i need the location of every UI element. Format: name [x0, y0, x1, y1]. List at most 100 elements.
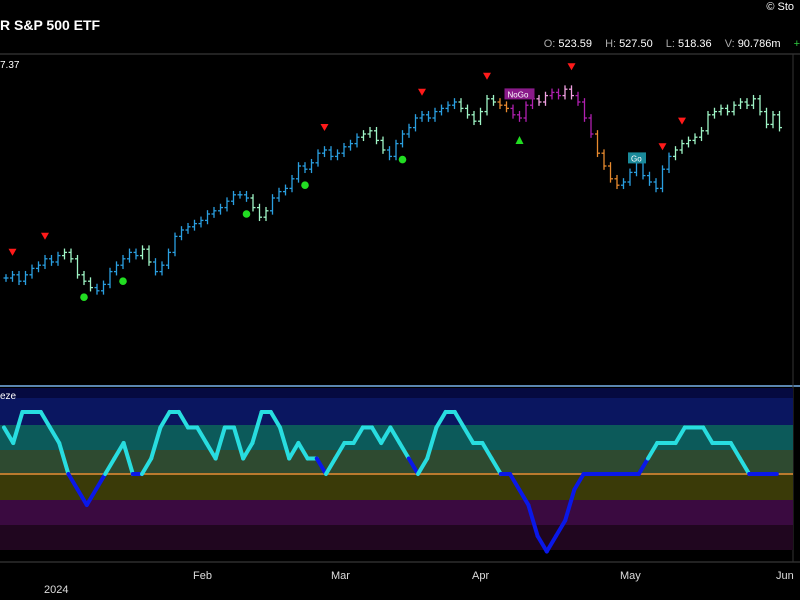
oscillator-segment: [296, 441, 310, 461]
oscillator-segment: [84, 487, 98, 507]
open-label: O:: [543, 38, 556, 50]
green-dot-marker: [80, 293, 88, 302]
oscillator-segment: [535, 534, 549, 554]
x-tick-feb: Feb: [193, 570, 212, 582]
red-triangle-marker: [483, 72, 491, 80]
oscillator-segment: [406, 456, 420, 476]
volume-value: 90.786m: [737, 38, 781, 50]
oscillator-segment: [66, 472, 80, 492]
oscillator-segment: [48, 425, 62, 445]
oscillator-segment: [351, 425, 365, 445]
oscillator-segment: [673, 425, 687, 445]
oscillator-segment: [75, 487, 89, 507]
red-triangle-marker: [678, 117, 686, 125]
green-dot-marker: [119, 277, 127, 286]
oscillator-segment: [38, 410, 52, 430]
label-text: NoGo: [508, 90, 529, 99]
oscillator-segment: [480, 441, 494, 461]
oscillator-segment: [241, 441, 255, 461]
oscillator-segment: [94, 472, 108, 492]
oscillator-segment: [646, 441, 660, 461]
red-triangle-marker: [320, 124, 329, 131]
oscillator-segment: [397, 441, 411, 461]
green-dot-marker: [398, 155, 407, 164]
oscillator-segment: [452, 410, 466, 430]
change-value: +: [793, 38, 800, 50]
oscillator-segment: [121, 441, 135, 476]
oscillator-segment: [140, 456, 154, 476]
low-value: 518.36: [677, 38, 712, 50]
low-label: L:: [665, 38, 675, 50]
red-triangle-marker: [567, 63, 576, 71]
oscillator-segment: [232, 425, 246, 461]
oscillator-segment: [250, 410, 264, 445]
oscillator-segment: [278, 425, 292, 461]
oscillator-segment: [324, 456, 338, 476]
oscillator-segment: [508, 472, 522, 492]
label-box: [628, 152, 646, 164]
last-value-label: 7.37: [0, 60, 20, 71]
oscillator-segment: [370, 425, 384, 445]
osc-band-1: [0, 398, 793, 425]
x-tick-mar: Mar: [331, 570, 350, 582]
x-tick-jun: Jun: [776, 570, 794, 582]
oscillator-segment: [287, 441, 301, 461]
x-year-label: 2024: [44, 584, 69, 596]
oscillator-segment: [57, 441, 71, 476]
open-value: 523.59: [558, 38, 592, 50]
osc-band-0: [0, 388, 793, 398]
oscillator-title: eze: [0, 391, 17, 402]
oscillator-segment: [158, 410, 172, 430]
oscillator-segment: [176, 410, 190, 430]
oscillator-segment: [416, 456, 430, 476]
green-dot-marker: [301, 181, 309, 189]
oscillator-segment: [701, 425, 715, 445]
green-triangle-marker: [515, 136, 524, 144]
label-box: [504, 88, 535, 100]
oscillator-segment: [112, 441, 126, 461]
oscillator-segment: [462, 425, 476, 445]
osc-band-5: [0, 500, 793, 525]
volume-label: V:: [724, 38, 735, 50]
oscillator-segment: [425, 425, 439, 461]
oscillator-segment: [195, 425, 209, 445]
oscillator-segment: [268, 410, 282, 430]
high-label: H:: [605, 38, 617, 50]
oscillator-segment: [333, 441, 347, 461]
oscillator-segment: [554, 518, 568, 538]
red-triangle-marker: [658, 143, 667, 151]
oscillator-segment: [738, 456, 752, 476]
red-triangle-marker: [418, 88, 426, 96]
oscillator-segment: [434, 410, 448, 430]
oscillator-segment: [636, 456, 650, 476]
x-tick-may: May: [620, 570, 641, 582]
chart-title: R S&P 500 ETF: [0, 17, 101, 33]
osc-band-6: [0, 525, 793, 550]
oscillator-segment: [563, 487, 577, 523]
oscillator-segment: [314, 456, 328, 476]
oscillator-segment: [149, 425, 163, 461]
osc-band-4: [0, 475, 793, 500]
oscillator-segment: [2, 425, 16, 445]
oscillator-segment: [489, 456, 503, 476]
ohlc-readout: O: 523.59 H: 527.50 L: 518.36 V: 90.786m +: [534, 38, 800, 50]
oscillator-segment: [379, 425, 393, 445]
oscillator-segment: [213, 425, 227, 461]
oscillator-segment: [544, 534, 558, 554]
red-triangle-marker: [41, 232, 49, 240]
copyright-text: © Sto: [766, 1, 794, 13]
label-text: Go: [631, 154, 642, 163]
oscillator-segment: [204, 441, 218, 461]
oscillator-segment: [517, 487, 531, 507]
green-dot-marker: [242, 210, 251, 218]
oscillator-segment: [728, 441, 742, 461]
oscillator-segment: [572, 472, 586, 492]
high-value: 527.50: [619, 38, 653, 50]
oscillator-segment: [388, 425, 402, 445]
oscillator-segment: [526, 503, 540, 538]
x-tick-apr: Apr: [472, 570, 490, 582]
red-triangle-marker: [8, 248, 17, 256]
oscillator-segment: [103, 456, 117, 476]
oscillator-segment: [11, 410, 25, 445]
